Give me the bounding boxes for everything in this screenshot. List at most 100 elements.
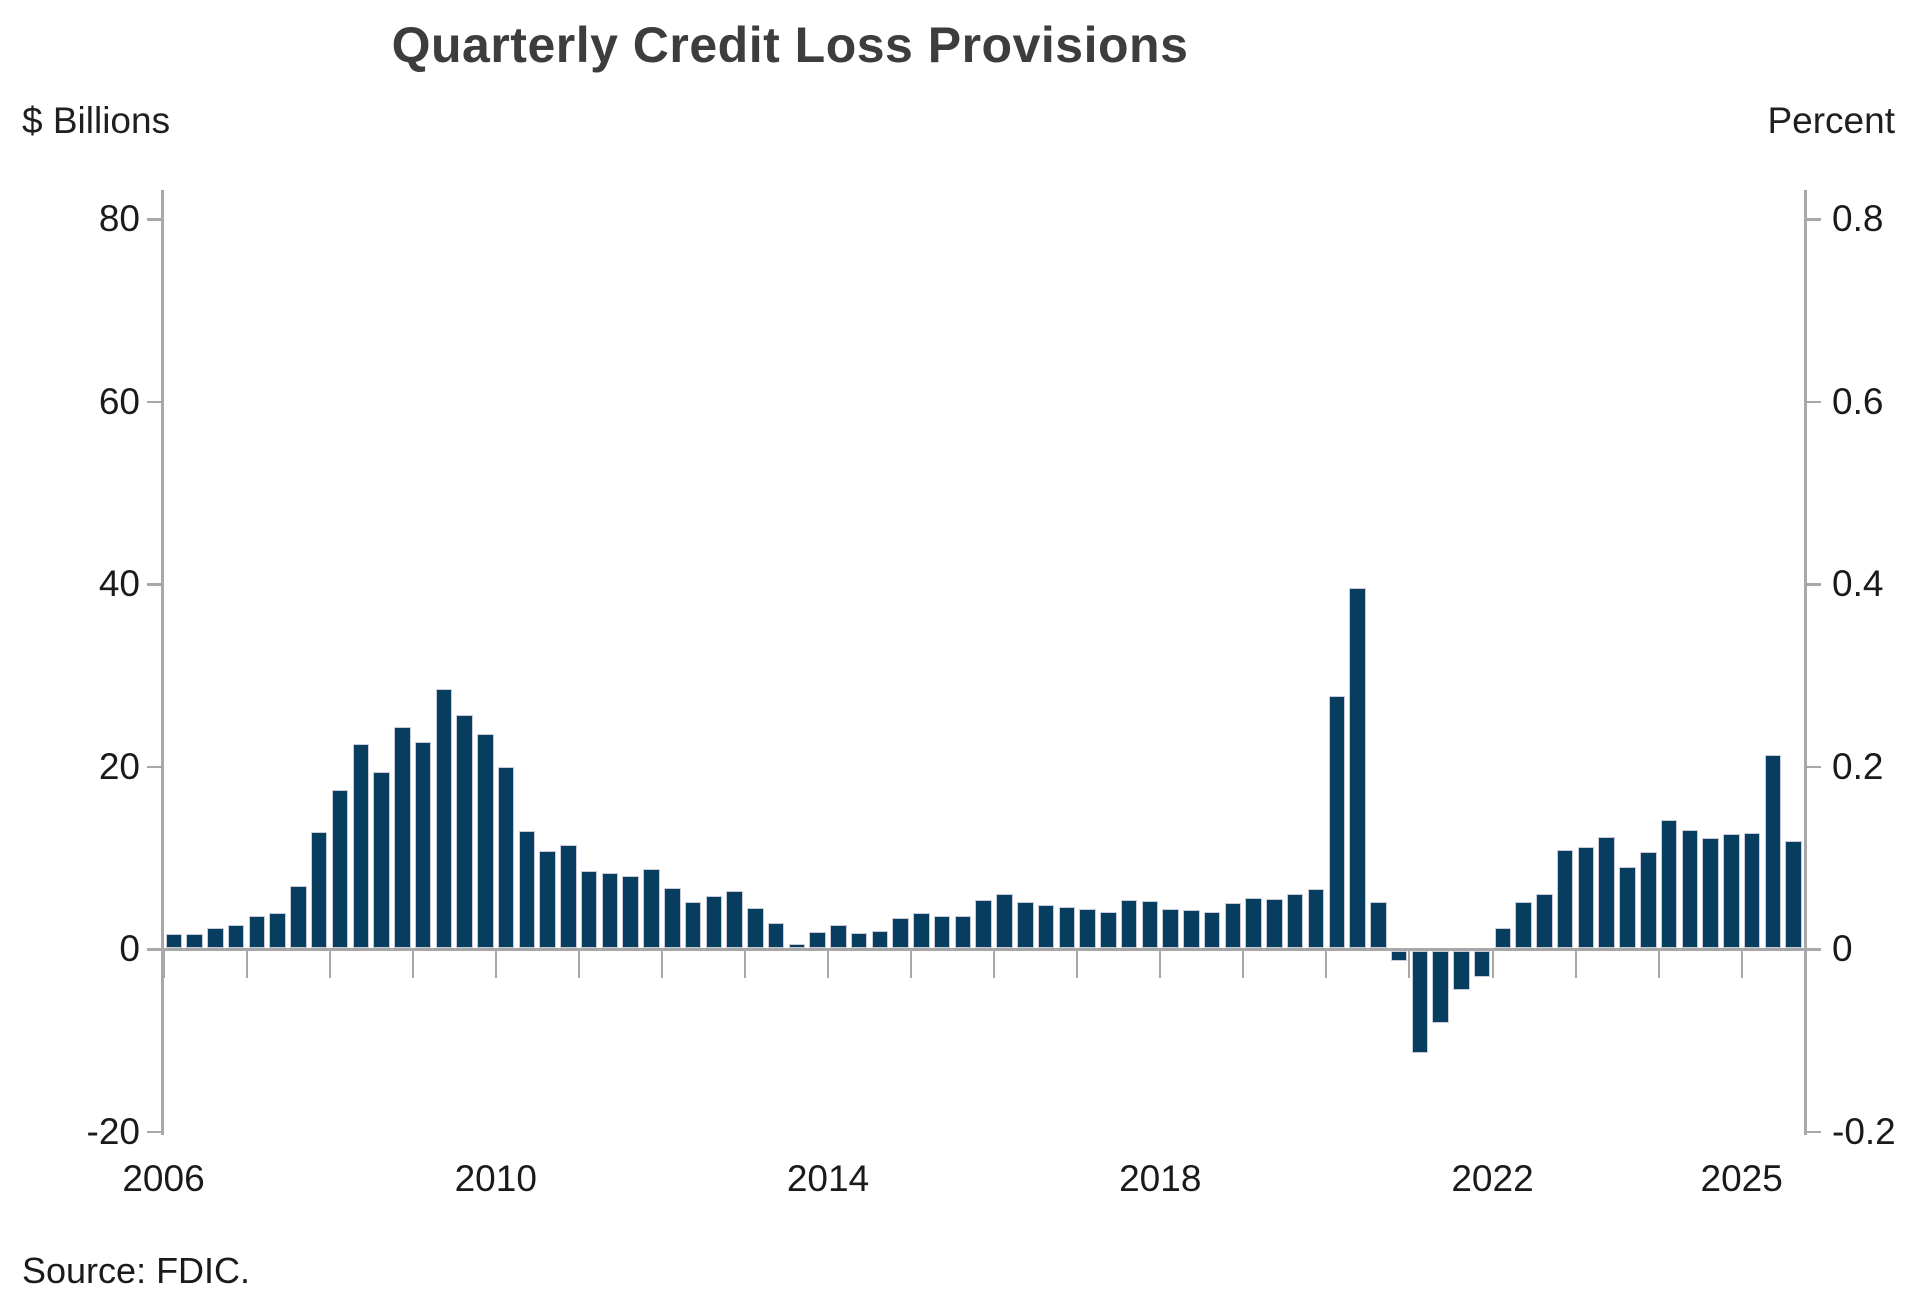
x-axis-year-tick (1325, 950, 1328, 978)
x-axis-year-label: 2006 (122, 1158, 205, 1199)
x-axis-year-tick (743, 950, 746, 978)
bar (394, 727, 411, 949)
x-axis-year-tick (162, 950, 165, 978)
bar (497, 766, 515, 949)
left-axis-tick-label: 80 (98, 198, 140, 240)
bar (1120, 899, 1138, 949)
bar (871, 930, 889, 949)
left-axis-line (161, 190, 164, 1135)
bar (165, 933, 183, 949)
x-axis-baseline (161, 948, 1807, 951)
right-axis-tick-label: -0.2 (1832, 1110, 1896, 1152)
x-axis-year-tick (328, 950, 331, 978)
bar (1286, 893, 1304, 949)
bar (207, 928, 224, 949)
bar (1432, 950, 1449, 1023)
bar (1411, 950, 1429, 1053)
x-axis-year-label: 2025 (1700, 1158, 1783, 1199)
bar (310, 831, 328, 949)
x-axis-year-label: 2022 (1451, 1158, 1534, 1199)
bar (1619, 867, 1636, 949)
bar (186, 933, 203, 949)
bar (1598, 836, 1615, 949)
bar (913, 912, 930, 949)
bar (788, 943, 806, 949)
bar (1681, 829, 1699, 949)
x-axis-year-tick (245, 950, 248, 978)
bar (1785, 840, 1802, 949)
bar (850, 932, 868, 949)
bar (331, 789, 349, 949)
source-note: Source: FDIC. (22, 1250, 251, 1291)
bar (1162, 909, 1179, 949)
bar (1660, 819, 1678, 949)
x-axis-year-tick (660, 950, 663, 978)
bar (1037, 905, 1055, 949)
bar (1328, 696, 1345, 949)
bar (1245, 898, 1262, 949)
left-axis-tick (147, 400, 161, 404)
chart-title: Quarterly Credit Loss Provisions (391, 17, 1189, 73)
right-axis-tick (1806, 1130, 1821, 1134)
bar (1307, 888, 1325, 949)
bar (601, 872, 619, 949)
bar (1764, 754, 1782, 949)
bar (954, 916, 972, 949)
bar (1183, 909, 1200, 949)
bar (1577, 847, 1595, 949)
left-axis-tick (147, 583, 161, 586)
bar (1079, 909, 1096, 949)
left-axis-unit-label: $ Billions (22, 100, 171, 141)
bar (248, 916, 266, 949)
bar (1390, 950, 1408, 961)
bar (1536, 893, 1553, 949)
bar (892, 918, 909, 949)
bar (622, 876, 639, 949)
left-axis-tick-label: 40 (98, 563, 140, 605)
bar (1266, 899, 1283, 949)
x-axis-year-tick (1242, 950, 1245, 978)
bar (933, 916, 951, 949)
x-axis-year-tick (1740, 950, 1743, 978)
x-axis-year-label: 2018 (1119, 1158, 1202, 1199)
x-axis-year-tick (827, 950, 829, 978)
bar (269, 912, 286, 949)
right-axis-tick-label: 0 (1832, 928, 1853, 970)
bar (1017, 901, 1034, 949)
bar (809, 931, 826, 949)
right-axis-line (1804, 190, 1807, 1135)
bar (1702, 837, 1719, 949)
bar (1556, 849, 1574, 949)
bar (1723, 834, 1740, 949)
bar (477, 733, 494, 949)
left-axis-tick (147, 765, 161, 769)
left-axis-tick-label: 20 (98, 745, 140, 787)
x-axis-year-tick (1491, 950, 1494, 978)
right-axis-tick (1806, 218, 1821, 221)
bar (684, 901, 702, 949)
bar (1515, 901, 1532, 949)
x-axis-year-tick (1076, 950, 1079, 978)
right-axis-tick (1806, 765, 1821, 769)
x-axis-year-tick (1657, 950, 1660, 978)
bar (1141, 900, 1159, 949)
x-axis-year-label: 2010 (454, 1158, 537, 1199)
right-axis-tick-label: 0.6 (1832, 380, 1884, 422)
bar (539, 850, 556, 949)
right-axis-tick (1806, 400, 1821, 404)
bar (518, 830, 536, 949)
bar (580, 870, 598, 949)
bar (1453, 950, 1470, 990)
bar (1100, 911, 1117, 949)
bar (414, 742, 432, 949)
bar (1494, 928, 1512, 949)
x-axis-year-tick (1159, 950, 1162, 978)
bar (227, 924, 245, 949)
x-axis-year-tick (993, 950, 996, 978)
bar (456, 714, 473, 949)
x-axis-year-tick (411, 950, 414, 978)
left-axis-tick-label: 0 (119, 928, 140, 970)
x-axis-year-tick (910, 950, 913, 978)
bar (1349, 587, 1366, 949)
